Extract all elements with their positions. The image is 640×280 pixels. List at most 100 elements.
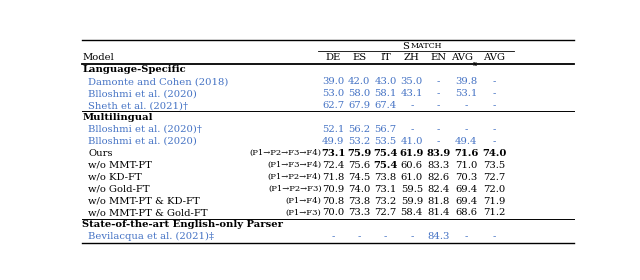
Text: -: - — [492, 137, 496, 146]
Text: 73.1: 73.1 — [374, 185, 397, 193]
Text: 74.0: 74.0 — [348, 185, 371, 193]
Text: (P1→P2→F3): (P1→P2→F3) — [268, 185, 321, 193]
Text: Blloshmi et al. (2020): Blloshmi et al. (2020) — [88, 89, 197, 98]
Text: 62.7: 62.7 — [322, 101, 344, 110]
Text: w/o Gold-FT: w/o Gold-FT — [88, 185, 150, 193]
Text: 71.8: 71.8 — [322, 173, 344, 182]
Text: w/o KD-FT: w/o KD-FT — [88, 173, 142, 182]
Text: -: - — [384, 232, 387, 241]
Text: 60.6: 60.6 — [401, 161, 423, 170]
Text: Language-Specific: Language-Specific — [83, 65, 186, 74]
Text: 72.7: 72.7 — [374, 208, 397, 218]
Text: MATCH: MATCH — [411, 42, 443, 50]
Text: Sheth et al. (2021)†: Sheth et al. (2021)† — [88, 101, 188, 110]
Text: 41.0: 41.0 — [401, 137, 423, 146]
Text: w/o MMT-PT & KD-FT: w/o MMT-PT & KD-FT — [88, 197, 200, 206]
Text: 70.9: 70.9 — [322, 185, 344, 193]
Text: 73.8: 73.8 — [374, 173, 397, 182]
Text: 75.6: 75.6 — [348, 161, 371, 170]
Text: 72.7: 72.7 — [483, 173, 506, 182]
Text: 70.0: 70.0 — [322, 208, 344, 218]
Text: Model: Model — [83, 53, 114, 62]
Text: 39.0: 39.0 — [322, 77, 344, 86]
Text: 56.2: 56.2 — [348, 125, 371, 134]
Text: 81.4: 81.4 — [428, 208, 450, 218]
Text: 58.1: 58.1 — [374, 89, 397, 98]
Text: 73.5: 73.5 — [483, 161, 506, 170]
Text: 42.0: 42.0 — [348, 77, 371, 86]
Text: (P1→P2→F3→F4): (P1→P2→F3→F4) — [250, 149, 321, 157]
Text: 72.4: 72.4 — [322, 161, 344, 170]
Text: 73.8: 73.8 — [348, 197, 371, 206]
Text: AVG: AVG — [451, 53, 474, 62]
Text: 75.9: 75.9 — [347, 149, 371, 158]
Text: Damonte and Cohen (2018): Damonte and Cohen (2018) — [88, 77, 229, 86]
Text: -: - — [410, 232, 413, 241]
Text: 59.9: 59.9 — [401, 197, 423, 206]
Text: 53.0: 53.0 — [322, 89, 344, 98]
Text: Blloshmi et al. (2020): Blloshmi et al. (2020) — [88, 137, 197, 146]
Text: (P1→P2→F4): (P1→P2→F4) — [268, 173, 321, 181]
Text: 52.1: 52.1 — [322, 125, 344, 134]
Text: ES: ES — [352, 53, 366, 62]
Text: 67.9: 67.9 — [348, 101, 371, 110]
Text: 53.5: 53.5 — [374, 137, 397, 146]
Text: 67.4: 67.4 — [374, 101, 397, 110]
Text: 84.3: 84.3 — [428, 232, 450, 241]
Text: 71.2: 71.2 — [483, 208, 506, 218]
Text: 61.9: 61.9 — [399, 149, 424, 158]
Text: 83.3: 83.3 — [428, 161, 450, 170]
Text: -: - — [437, 89, 440, 98]
Text: 35.0: 35.0 — [401, 77, 423, 86]
Text: 58.0: 58.0 — [348, 89, 371, 98]
Text: 68.6: 68.6 — [456, 208, 477, 218]
Text: -: - — [492, 77, 496, 86]
Text: -: - — [465, 125, 468, 134]
Text: 75.4: 75.4 — [373, 149, 397, 158]
Text: 61.0: 61.0 — [401, 173, 423, 182]
Text: AVG: AVG — [483, 53, 505, 62]
Text: -: - — [437, 125, 440, 134]
Text: -: - — [492, 125, 496, 134]
Text: 71.6: 71.6 — [454, 149, 479, 158]
Text: -: - — [332, 232, 335, 241]
Text: 71.0: 71.0 — [455, 161, 477, 170]
Text: 75.4: 75.4 — [373, 161, 397, 170]
Text: Bevilacqua et al. (2021)‡: Bevilacqua et al. (2021)‡ — [88, 232, 214, 241]
Text: -: - — [492, 89, 496, 98]
Text: 73.1: 73.1 — [321, 149, 345, 158]
Text: 39.8: 39.8 — [455, 77, 477, 86]
Text: 69.4: 69.4 — [455, 197, 477, 206]
Text: ZH: ZH — [404, 53, 420, 62]
Text: 49.4: 49.4 — [455, 137, 477, 146]
Text: 72.0: 72.0 — [483, 185, 506, 193]
Text: -: - — [465, 232, 468, 241]
Text: 82.6: 82.6 — [428, 173, 450, 182]
Text: -: - — [492, 232, 496, 241]
Text: 81.8: 81.8 — [428, 197, 450, 206]
Text: 82.4: 82.4 — [428, 185, 450, 193]
Text: -: - — [437, 137, 440, 146]
Text: 43.1: 43.1 — [401, 89, 423, 98]
Text: -: - — [437, 77, 440, 86]
Text: DE: DE — [325, 53, 340, 62]
Text: State-of-the-art English-only Parser: State-of-the-art English-only Parser — [83, 220, 284, 229]
Text: 53.2: 53.2 — [348, 137, 371, 146]
Text: Ours: Ours — [88, 149, 113, 158]
Text: -: - — [358, 232, 361, 241]
Text: IT: IT — [380, 53, 391, 62]
Text: -: - — [492, 101, 496, 110]
Text: 83.9: 83.9 — [426, 149, 451, 158]
Text: (P1→F4): (P1→F4) — [285, 197, 321, 205]
Text: 53.1: 53.1 — [455, 89, 477, 98]
Text: 49.9: 49.9 — [322, 137, 344, 146]
Text: 74.5: 74.5 — [348, 173, 371, 182]
Text: 43.0: 43.0 — [374, 77, 397, 86]
Text: 56.7: 56.7 — [374, 125, 397, 134]
Text: 73.2: 73.2 — [374, 197, 397, 206]
Text: w/o MMT-PT & Gold-FT: w/o MMT-PT & Gold-FT — [88, 208, 208, 218]
Text: S: S — [402, 41, 408, 50]
Text: -: - — [410, 125, 413, 134]
Text: -: - — [410, 101, 413, 110]
Text: (P1→F3→F4): (P1→F3→F4) — [268, 161, 321, 169]
